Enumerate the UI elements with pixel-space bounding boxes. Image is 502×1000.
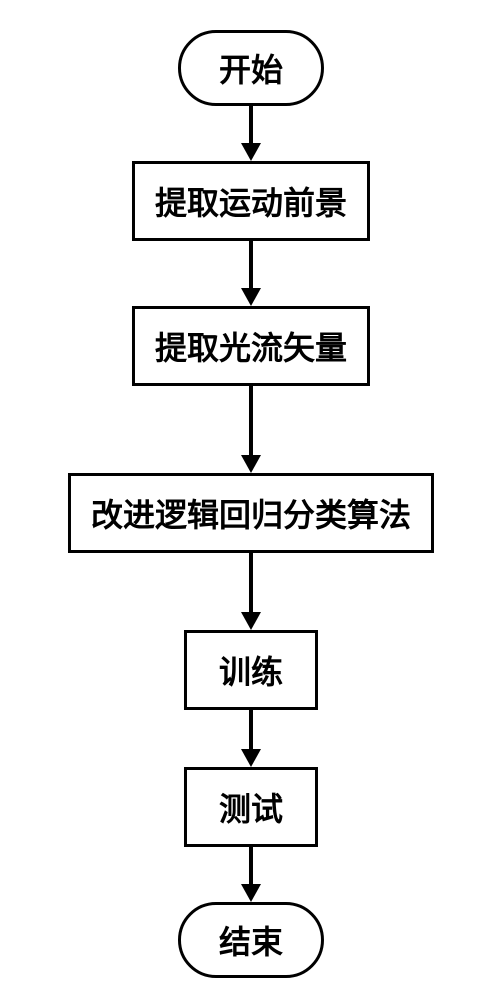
flowchart-start-node: 开始	[178, 30, 324, 106]
arrow-shaft	[249, 710, 253, 750]
arrow-head-icon	[241, 612, 261, 630]
flowchart-end-node: 结束	[178, 902, 324, 978]
flowchart-arrow	[241, 710, 261, 767]
flowchart-container: 开始 提取运动前景 提取光流矢量 改进逻辑回归分类算法 训练 测试 结束	[68, 30, 434, 978]
flowchart-arrow	[241, 847, 261, 902]
arrow-shaft	[249, 241, 253, 289]
flowchart-arrow	[241, 386, 261, 473]
flowchart-process-node: 提取光流矢量	[132, 306, 370, 386]
flowchart-arrow	[241, 553, 261, 630]
arrow-head-icon	[241, 749, 261, 767]
arrow-head-icon	[241, 884, 261, 902]
flowchart-process-node: 提取运动前景	[132, 161, 370, 241]
flowchart-process-node: 改进逻辑回归分类算法	[68, 473, 434, 553]
flowchart-process-node: 训练	[184, 630, 318, 710]
flowchart-arrow	[241, 241, 261, 306]
flowchart-arrow	[241, 106, 261, 161]
arrow-shaft	[249, 386, 253, 456]
arrow-head-icon	[241, 143, 261, 161]
arrow-shaft	[249, 106, 253, 144]
arrow-head-icon	[241, 455, 261, 473]
arrow-shaft	[249, 553, 253, 613]
arrow-head-icon	[241, 288, 261, 306]
flowchart-process-node: 测试	[184, 767, 318, 847]
arrow-shaft	[249, 847, 253, 885]
